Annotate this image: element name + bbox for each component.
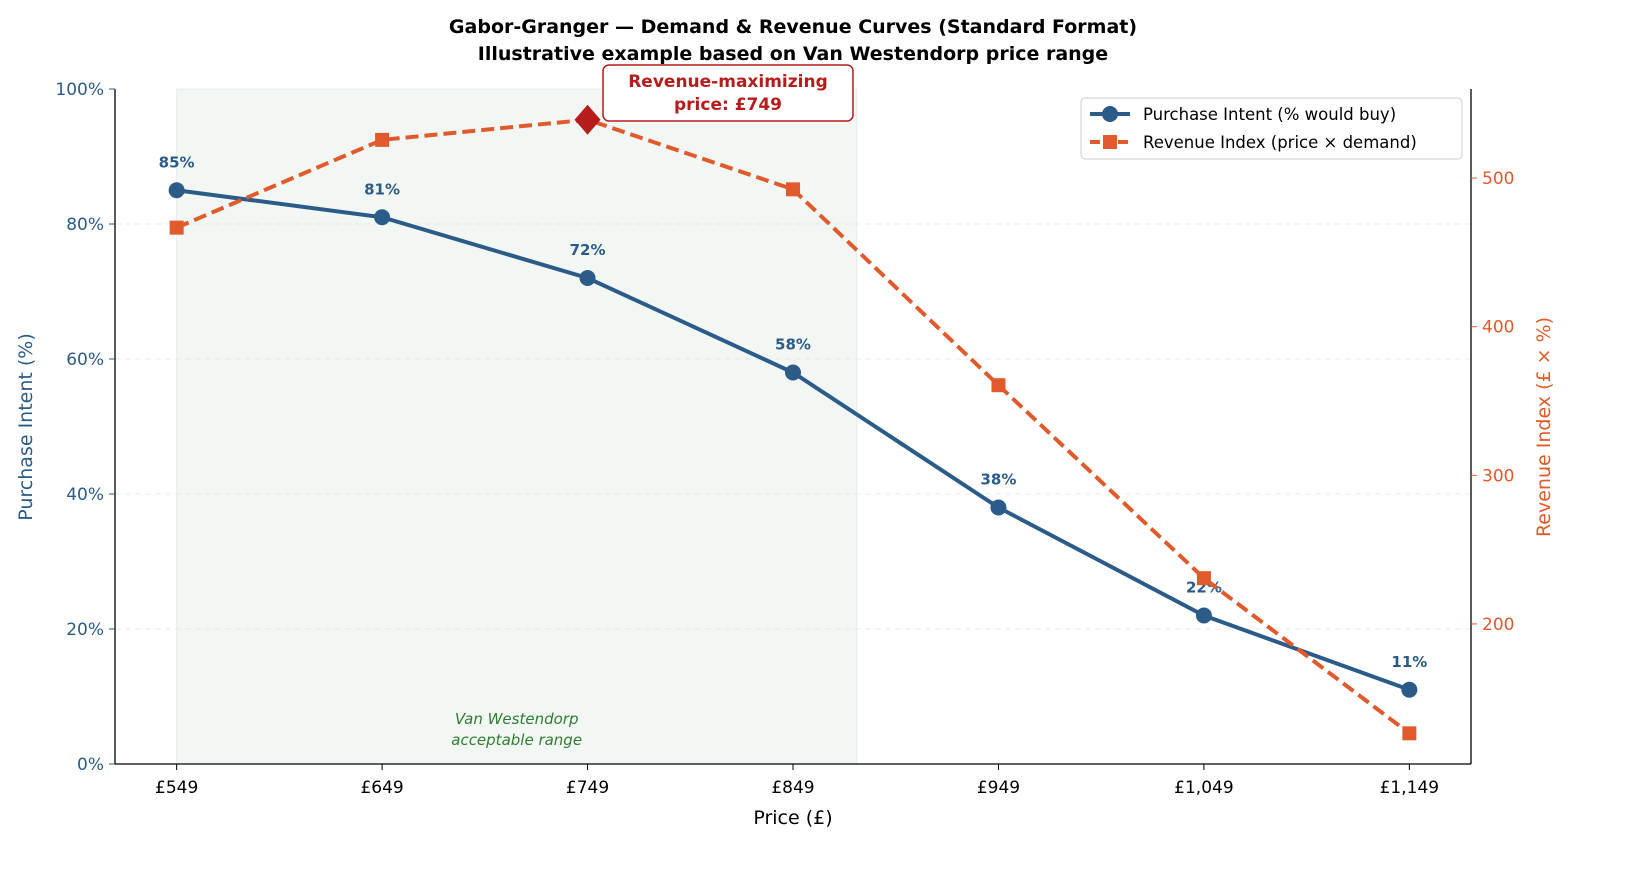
y-axis-label-right: Revenue Index (£ × %)	[1533, 317, 1555, 537]
revenue-index-point	[991, 378, 1006, 393]
x-tick-label: £949	[977, 778, 1020, 798]
y-right-tick-label: 200	[1482, 615, 1514, 635]
purchase-intent-data-label: 81%	[364, 180, 400, 198]
purchase-intent-point	[168, 182, 185, 199]
purchase-intent-point	[579, 270, 596, 286]
x-tick-label: £649	[360, 778, 403, 798]
x-tick-label: £749	[566, 778, 609, 798]
revenue-index-point	[375, 132, 390, 147]
shaded-acceptable-range	[176, 88, 858, 765]
y-axis-label-left: Purchase Intent (%)	[15, 333, 37, 521]
purchase-intent-point	[374, 209, 391, 226]
y-tick-label: 0%	[77, 755, 104, 775]
x-axis-label: Price (£)	[753, 807, 832, 829]
revenue-index-point	[1402, 726, 1417, 741]
y-right-tick-label: 500	[1482, 169, 1514, 189]
y-tick-label: 100%	[55, 80, 104, 100]
x-tick-label: £1,049	[1174, 778, 1233, 798]
y-tick-label: 20%	[66, 620, 104, 640]
purchase-intent-data-label: 38%	[981, 471, 1017, 489]
y-right-tick-label: 400	[1482, 318, 1514, 338]
chart-title: Gabor-Granger — Demand & Revenue Curves …	[449, 16, 1137, 38]
annotation-text: price: £749	[674, 95, 782, 115]
legend-revenue-marker	[1103, 135, 1117, 149]
chart-subtitle: Illustrative example based on Van Westen…	[478, 43, 1108, 65]
y-right-tick-label: 300	[1482, 466, 1514, 486]
revenue-index-point	[786, 182, 800, 197]
x-tick-label: £1,149	[1380, 778, 1439, 798]
x-tick-label: £849	[771, 778, 814, 798]
y-tick-label: 60%	[66, 350, 104, 370]
x-tick-label: £549	[155, 778, 198, 798]
purchase-intent-point	[990, 499, 1007, 516]
purchase-intent-data-label: 72%	[570, 241, 606, 259]
annotation-box	[602, 64, 854, 122]
y-tick-label: 80%	[66, 215, 104, 235]
revenue-index-point	[1196, 571, 1211, 586]
revenue-index-point	[169, 220, 184, 235]
purchase-intent-point	[785, 364, 801, 381]
revenue-max-marker	[574, 104, 601, 135]
y-tick-label: 40%	[66, 485, 104, 505]
legend-box	[1080, 97, 1463, 160]
legend-label: Revenue Index (price × demand)	[1143, 133, 1417, 152]
shaded-region-label: Van Westendorp	[455, 710, 579, 728]
shaded-region-label: acceptable range	[451, 731, 582, 749]
purchase-intent-point	[1401, 681, 1418, 698]
legend-purchase-intent-marker	[1102, 106, 1118, 122]
purchase-intent-point	[1195, 607, 1212, 624]
purchase-intent-data-label: 58%	[775, 336, 811, 354]
legend-label: Purchase Intent (% would buy)	[1143, 105, 1396, 124]
purchase-intent-data-label: 11%	[1391, 653, 1427, 671]
annotation-text: Revenue-maximizing	[628, 72, 828, 92]
purchase-intent-data-label: 85%	[159, 153, 195, 171]
